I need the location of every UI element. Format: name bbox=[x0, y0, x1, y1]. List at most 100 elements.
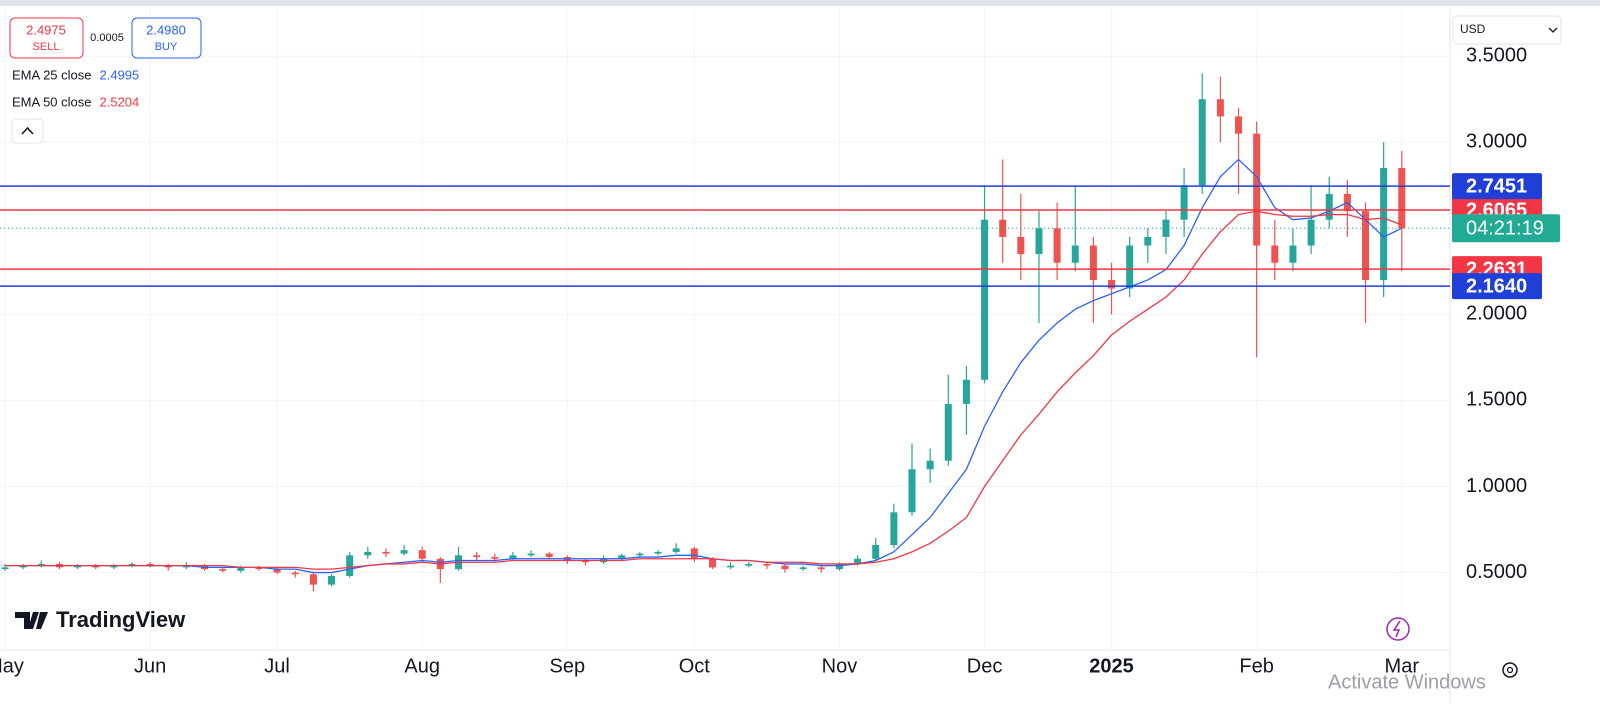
y-tick-label: 1.5000 bbox=[1466, 389, 1527, 411]
candle-body bbox=[1216, 99, 1224, 117]
candle-body bbox=[255, 567, 263, 570]
candle-body bbox=[382, 551, 390, 554]
candle-body bbox=[1071, 245, 1079, 263]
currency-select[interactable] bbox=[1452, 15, 1562, 45]
collapse-icon bbox=[21, 126, 34, 135]
brand: TradingView bbox=[56, 607, 186, 632]
candle-body bbox=[1380, 168, 1388, 280]
candle-body bbox=[291, 572, 299, 575]
countdown: 04:21:19 bbox=[1466, 218, 1544, 240]
candle-body bbox=[74, 565, 82, 568]
candle-body bbox=[817, 567, 825, 570]
candle-body bbox=[473, 555, 481, 558]
candle-body bbox=[92, 565, 100, 568]
candle-body bbox=[491, 557, 499, 559]
collapse-button[interactable] bbox=[11, 118, 44, 144]
candle-body bbox=[1017, 236, 1025, 255]
candle-body bbox=[1035, 228, 1043, 255]
sell-price: 2.4975 bbox=[26, 22, 66, 37]
settings-icon-core bbox=[1506, 666, 1514, 674]
x-tick-label: Sep bbox=[550, 655, 586, 677]
y-tick-label: 2.0000 bbox=[1466, 303, 1527, 325]
candle-body bbox=[581, 560, 589, 563]
candle-body bbox=[328, 575, 336, 585]
x-tick-label: Jun bbox=[134, 655, 166, 677]
alert-icon[interactable] bbox=[1386, 617, 1410, 641]
legend: EMA 25 close 2.4995 EMA 50 close 2.5204 bbox=[12, 67, 139, 109]
candle-body bbox=[1108, 279, 1116, 289]
candle-body bbox=[654, 551, 662, 554]
candle-body bbox=[1362, 211, 1369, 280]
candle-body bbox=[999, 219, 1007, 237]
candle-body bbox=[237, 567, 245, 571]
axes: 0.50001.00001.50002.00002.50003.00003.50… bbox=[0, 44, 1560, 677]
candle-body bbox=[908, 469, 916, 513]
candle-body bbox=[19, 565, 27, 568]
candle-body bbox=[1053, 228, 1061, 263]
x-tick-label: Nov bbox=[822, 655, 858, 677]
candle-body bbox=[346, 555, 354, 576]
candle-body bbox=[110, 565, 118, 568]
candle-body bbox=[164, 565, 172, 568]
candle-body bbox=[1325, 193, 1333, 220]
y-tick-label: 3.0000 bbox=[1466, 131, 1527, 153]
legend-value: 2.5204 bbox=[100, 94, 140, 109]
y-tick-label: 1.0000 bbox=[1466, 475, 1527, 497]
candle-body bbox=[926, 460, 934, 470]
candle-body bbox=[1089, 245, 1097, 280]
candle-body bbox=[745, 563, 753, 566]
candle-body bbox=[400, 550, 408, 554]
sell-button[interactable] bbox=[9, 17, 84, 59]
candle-body bbox=[146, 563, 154, 566]
candle-body bbox=[219, 569, 227, 571]
candle-body bbox=[509, 555, 517, 559]
candle-body bbox=[364, 551, 372, 556]
x-tick-label: 2025 bbox=[1089, 655, 1134, 677]
candle-body bbox=[273, 569, 281, 573]
candle-body bbox=[854, 558, 862, 564]
candle-body bbox=[672, 548, 680, 552]
legend-value: 2.4995 bbox=[100, 67, 140, 82]
countdown-box bbox=[1452, 214, 1560, 243]
candle-body bbox=[1180, 185, 1188, 220]
currency: USD bbox=[1460, 22, 1486, 36]
candle-body bbox=[727, 565, 735, 568]
price-line-label-box bbox=[1452, 273, 1542, 300]
candle-body bbox=[1398, 168, 1406, 229]
price-line-label: 2.7451 bbox=[1466, 175, 1527, 197]
candle-body bbox=[799, 567, 807, 570]
candle-body bbox=[1126, 245, 1134, 289]
legend-name: EMA 25 close bbox=[12, 67, 92, 82]
candle-body bbox=[309, 574, 317, 585]
x-tick-label: Feb bbox=[1239, 655, 1273, 677]
ema-line bbox=[5, 210, 1403, 570]
candle-body bbox=[763, 563, 771, 566]
candle-body bbox=[527, 553, 535, 556]
candle-body bbox=[1235, 116, 1243, 134]
buy-price: 2.4980 bbox=[146, 22, 186, 37]
legend-name: EMA 50 close bbox=[12, 94, 92, 109]
candle-body bbox=[890, 512, 898, 546]
y-tick-label: 0.5000 bbox=[1466, 561, 1527, 583]
candle-body bbox=[618, 555, 626, 559]
candle-body bbox=[962, 379, 970, 404]
price-line-label-box bbox=[1452, 173, 1542, 200]
candle-body bbox=[545, 553, 553, 558]
watermark: Activate Windows bbox=[1328, 671, 1486, 693]
x-tick-label: Jul bbox=[264, 655, 290, 677]
settings-icon[interactable] bbox=[1502, 662, 1518, 678]
candle-body bbox=[1198, 99, 1206, 186]
buy-button[interactable] bbox=[131, 17, 202, 59]
alert-bolt bbox=[1392, 620, 1401, 638]
candle-body bbox=[1271, 245, 1279, 263]
candle-body bbox=[182, 565, 190, 568]
ema-line bbox=[5, 158, 1403, 574]
candle-body bbox=[1162, 219, 1170, 237]
y-tick-label: 3.5000 bbox=[1466, 44, 1527, 66]
price-line-label: 2.1640 bbox=[1466, 275, 1527, 297]
candle-body bbox=[835, 563, 843, 570]
brand-logo: TradingView bbox=[15, 607, 186, 632]
x-tick-label: Dec bbox=[967, 655, 1003, 677]
